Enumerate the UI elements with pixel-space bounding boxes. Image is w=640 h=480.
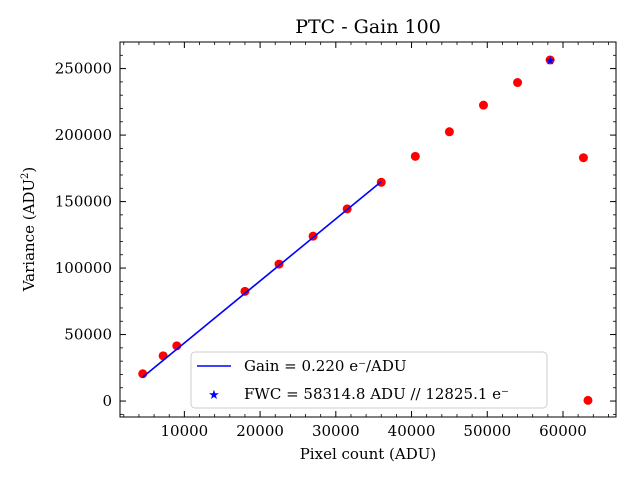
data-point	[578, 153, 588, 163]
gain-fit-line	[142, 181, 382, 378]
fwc-star-marker: ★	[545, 53, 556, 67]
x-tick-label: 50000	[463, 422, 511, 440]
y-tick-label: 50000	[64, 326, 112, 344]
x-tick-label: 60000	[539, 422, 587, 440]
y-axis-label-end: )	[20, 167, 38, 173]
series-layer: ★	[138, 53, 593, 405]
y-axis-label-main: Variance (ADU	[20, 179, 38, 292]
data-point	[410, 151, 420, 161]
y-tick-label: 250000	[55, 60, 112, 78]
data-point	[240, 286, 250, 296]
legend: Gain = 0.220 e⁻/ADU ★ FWC = 58314.8 ADU …	[190, 351, 548, 409]
axis-ticks: 10000 20000 30000 40000 50000 60000 0 50000 1000…	[55, 42, 616, 440]
chart-title: PTC - Gain 100	[295, 16, 441, 38]
legend-gain-label: Gain = 0.220 e⁻/ADU	[244, 357, 407, 375]
y-tick-label: 150000	[55, 193, 112, 211]
plot-frame	[119, 41, 617, 418]
data-point	[478, 100, 488, 110]
data-point	[444, 127, 454, 137]
y-axis-label-superscript: 2	[20, 173, 31, 179]
y-tick-label: 200000	[55, 126, 112, 144]
legend-box	[190, 351, 548, 409]
y-axis-label: Variance (ADU2)	[20, 167, 38, 293]
data-point	[158, 351, 168, 361]
plot-area: 10000 20000 30000 40000 50000 60000 0 50000 1000…	[55, 41, 617, 440]
data-point	[513, 78, 523, 88]
x-tick-label: 30000	[312, 422, 360, 440]
x-tick-label: 10000	[161, 422, 209, 440]
legend-fwc-star-icon: ★	[208, 387, 220, 402]
x-tick-label: 20000	[236, 422, 284, 440]
x-axis-label: Pixel count (ADU)	[300, 445, 437, 463]
y-tick-label: 0	[102, 392, 112, 410]
legend-fwc-label: FWC = 58314.8 ADU // 12825.1 e⁻	[244, 385, 509, 403]
x-tick-label: 40000	[388, 422, 436, 440]
data-point	[545, 55, 555, 65]
data-point	[583, 395, 593, 405]
y-tick-label: 100000	[55, 259, 112, 277]
